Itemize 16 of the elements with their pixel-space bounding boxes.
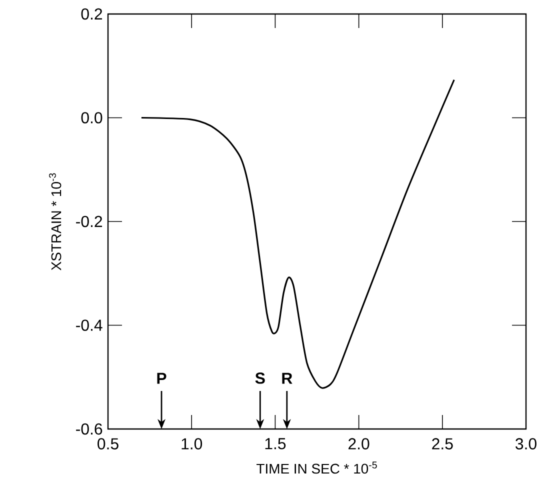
ref-line-label: P bbox=[157, 372, 166, 384]
x-tick-label: 1.0 bbox=[182, 438, 202, 450]
x-tick-label: 0.5 bbox=[98, 438, 118, 450]
y-tick-label: 0.0 bbox=[81, 112, 102, 124]
ref-line-label: S bbox=[255, 372, 265, 384]
ref-line-label: R bbox=[282, 372, 292, 384]
y-tick-label: -0.6 bbox=[76, 423, 102, 435]
x-axis-title: TIME IN SEC * 10$^{-5}$ bbox=[256, 462, 377, 474]
x-tick-label: 2.5 bbox=[432, 438, 453, 450]
x-tick-label: 1.5 bbox=[265, 438, 286, 450]
x-tick-label: 3.0 bbox=[516, 438, 536, 450]
y-tick-label: -0.2 bbox=[76, 216, 102, 228]
y-tick-label: 0.2 bbox=[81, 8, 102, 20]
x-tick-label: 2.0 bbox=[348, 438, 370, 450]
y-axis-title: XSTRAIN * 10$^{-3}$ bbox=[49, 173, 62, 270]
y-tick-label: -0.4 bbox=[76, 320, 102, 331]
